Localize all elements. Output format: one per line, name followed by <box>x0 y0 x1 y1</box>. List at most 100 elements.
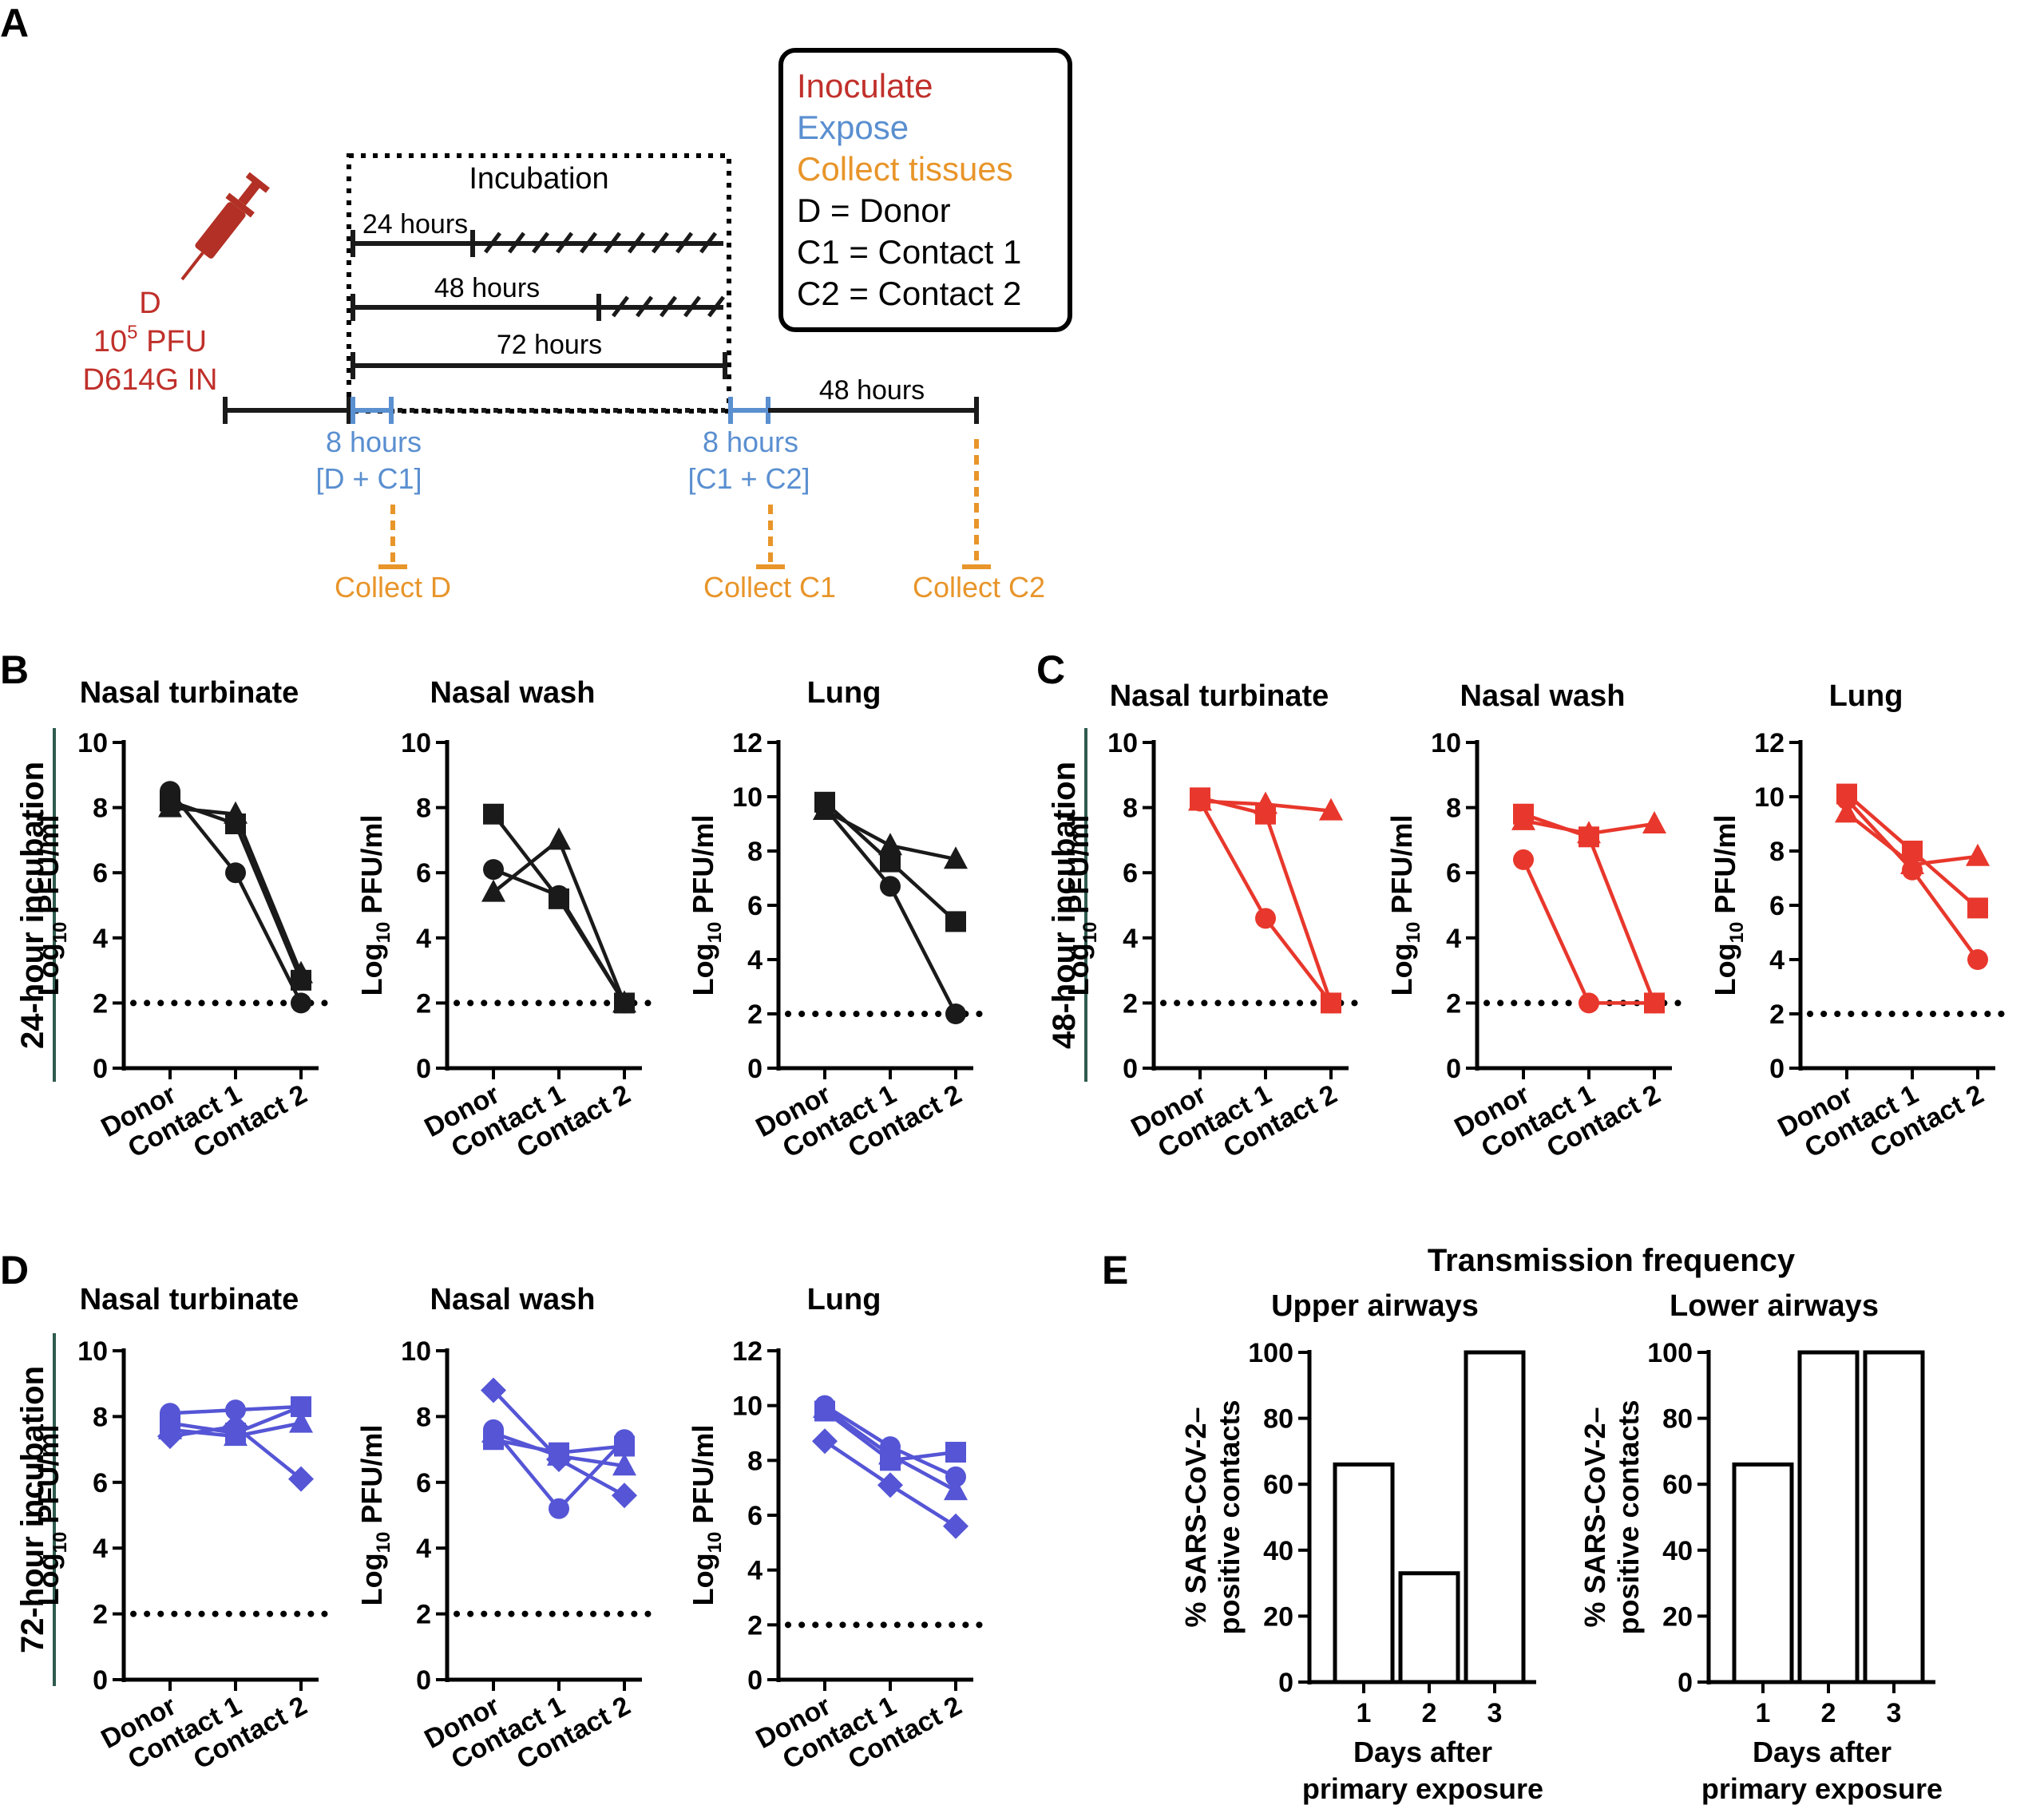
y-axis-label: Log10 PFU/ml <box>1385 815 1424 996</box>
x-tick-label: 2 <box>1422 1698 1437 1728</box>
point-circle <box>945 1003 966 1024</box>
point-square <box>1967 897 1988 919</box>
y-tick-label: 10 <box>732 782 763 813</box>
series-triangle <box>813 798 968 869</box>
y-tick-label: 0 <box>93 1665 108 1696</box>
y-tick-label: 2 <box>1123 988 1138 1019</box>
point-square <box>945 1442 966 1463</box>
row-label-48h: 48-hour incubation <box>1047 762 1082 1049</box>
point-diamond <box>481 1377 506 1403</box>
y-axis-label: Log10 PFU/ml <box>355 1425 394 1606</box>
point-triangle <box>944 846 968 869</box>
series-triangle <box>481 827 636 1013</box>
panel-letter-a: A <box>0 1 29 46</box>
y-tick-label: 2 <box>93 988 108 1019</box>
dose-strain-route: D614G IN <box>83 363 218 397</box>
bar <box>1333 1462 1395 1684</box>
collect-d-label: Collect D <box>335 571 451 604</box>
y-tick-label: 6 <box>1123 858 1138 889</box>
hatch-24h <box>484 232 717 254</box>
x-axis-label-line2: primary exposure <box>1701 1772 1943 1805</box>
bar <box>1464 1350 1526 1684</box>
y-tick-label: 20 <box>1662 1601 1693 1632</box>
series-circle <box>1836 789 1988 970</box>
y-tick-label: 10 <box>401 728 431 758</box>
incubation-label: Incubation <box>469 162 608 196</box>
chart-title: Lung <box>1829 679 1903 713</box>
chart-title: Upper airways <box>1271 1289 1479 1323</box>
y-tick-label: 4 <box>416 1534 431 1564</box>
y-tick-label: 8 <box>93 794 108 824</box>
y-tick-label: 12 <box>732 728 763 758</box>
y-tick-label: 2 <box>747 1610 763 1641</box>
y-tick-label: 10 <box>1431 728 1461 758</box>
point-triangle <box>1642 811 1666 833</box>
point-circle <box>225 862 246 884</box>
y-tick-label: 2 <box>1446 988 1461 1019</box>
point-triangle <box>1319 798 1343 821</box>
y-tick-label: 10 <box>401 1336 431 1367</box>
y-tick-label: 10 <box>732 1391 763 1422</box>
point-triangle <box>289 1410 313 1433</box>
collect-c1-label: Collect C1 <box>703 571 836 604</box>
point-circle <box>483 859 504 881</box>
point-square <box>549 888 569 909</box>
series-diamond <box>812 1428 969 1539</box>
y-tick-label: 8 <box>93 1402 108 1432</box>
y-tick-label: 20 <box>1263 1601 1293 1632</box>
y-axis-label: Log10 PFU/ml <box>32 815 71 996</box>
y-tick-label: 8 <box>747 837 763 867</box>
panel-e-title: Transmission frequency <box>1428 1243 1796 1278</box>
series-diamond <box>157 1413 314 1492</box>
point-circle <box>945 1466 966 1487</box>
bar <box>1863 1350 1925 1684</box>
x-tick-label: 3 <box>1887 1698 1902 1728</box>
series-triangle <box>813 1395 968 1501</box>
series-square <box>1836 783 1988 919</box>
y-axis-label: Log10 PFU/ml <box>687 815 726 996</box>
point-diamond <box>812 1428 838 1455</box>
point-diamond <box>877 1472 903 1498</box>
point-triangle <box>612 990 636 1013</box>
y-tick-label: 6 <box>93 858 108 889</box>
y-tick-label: 10 <box>1754 782 1785 813</box>
series-triangle <box>1511 807 1666 844</box>
point-triangle <box>1188 788 1212 811</box>
duration-48h-post: 48 hours <box>819 375 925 406</box>
y-tick-label: 40 <box>1662 1536 1693 1566</box>
y-tick-label: 0 <box>93 1054 108 1084</box>
panel-letter-d: D <box>0 1248 29 1292</box>
chart-title: Nasal turbinate <box>80 1283 299 1316</box>
x-tick-label: 1 <box>1756 1698 1771 1728</box>
x-axis-label-line1: Days after <box>1353 1736 1492 1768</box>
legend-box <box>778 48 1072 332</box>
point-triangle <box>1966 843 1990 866</box>
panel-letter-e: E <box>1102 1248 1128 1292</box>
x-tick-label: 1 <box>1357 1698 1372 1728</box>
point-triangle <box>1254 791 1278 814</box>
chart-title: Lung <box>807 1283 881 1316</box>
chart-title: Lower airways <box>1670 1289 1879 1323</box>
row-label-24h: 24-hour incubation <box>15 762 50 1049</box>
y-tick-label: 0 <box>747 1054 763 1084</box>
point-triangle <box>878 1442 902 1465</box>
point-circle <box>1255 908 1276 929</box>
point-square <box>483 803 504 825</box>
chart-e1: Upper airways 0 20 40 60 80 100 % SARS-CoV-2– po… <box>1179 1289 1543 1805</box>
point-triangle <box>158 794 182 817</box>
legend-collect: Collect tissues <box>797 150 1013 188</box>
point-triangle <box>1511 807 1535 830</box>
series-line <box>1521 858 1654 1005</box>
chart-title: Nasal turbinate <box>1110 679 1329 713</box>
point-triangle <box>944 1478 968 1501</box>
legend-expose: Expose <box>797 109 909 146</box>
chart-title: Nasal wash <box>430 676 596 710</box>
point-square <box>1644 992 1665 1014</box>
hatch-48h <box>612 295 725 318</box>
point-diamond <box>223 1413 248 1439</box>
point-triangle <box>224 801 248 824</box>
